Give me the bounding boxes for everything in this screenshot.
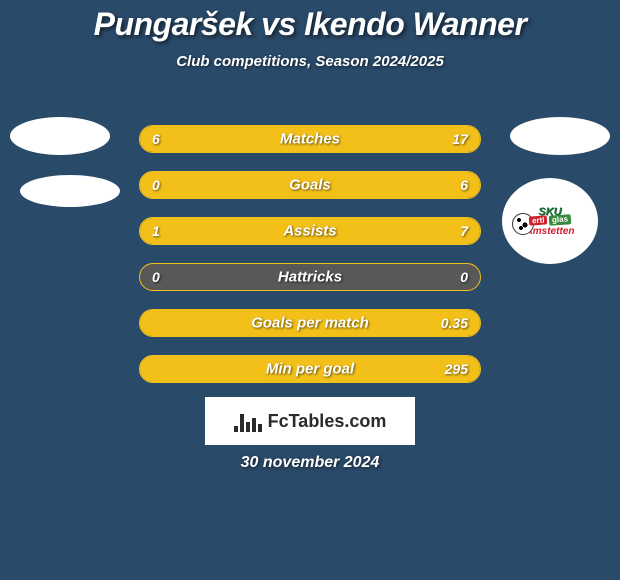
- player2-club-badge: SKU ertl glas Amstetten: [502, 178, 598, 264]
- stat-value-left: 0: [152, 269, 160, 285]
- stat-value-right: 295: [445, 361, 468, 377]
- stat-row: Matches6 17: [139, 125, 481, 153]
- fctables-text: FcTables.com: [268, 411, 387, 432]
- date-label: 30 november 2024: [0, 454, 620, 472]
- fctables-bars-icon: [234, 410, 262, 432]
- stat-value-right: 0.35: [441, 315, 468, 331]
- stat-label: Goals per match: [140, 315, 480, 332]
- stat-row: Goals0 6: [139, 171, 481, 199]
- bar-icon-segment: [246, 422, 250, 432]
- bar-icon-segment: [252, 418, 256, 432]
- stat-value-right: 7: [460, 223, 468, 239]
- subtitle: Club competitions, Season 2024/2025: [0, 53, 620, 70]
- stat-row: Goals per match0.35: [139, 309, 481, 337]
- stat-label: Goals: [140, 177, 480, 194]
- badge-text-ertl: ertl: [529, 215, 548, 225]
- stat-row: Assists1 7: [139, 217, 481, 245]
- stat-value-left: 1: [152, 223, 160, 239]
- stat-value-left: 0: [152, 177, 160, 193]
- bar-icon-segment: [234, 426, 238, 432]
- stat-value-right: 6: [460, 177, 468, 193]
- bar-icon-segment: [258, 424, 262, 432]
- stats-comparison: Matches617Goals06Assists17Hattricks00Goa…: [139, 125, 481, 401]
- page-title: Pungaršek vs Ikendo Wanner: [0, 0, 620, 43]
- bar-icon-segment: [240, 414, 244, 432]
- stat-row: Min per goal295: [139, 355, 481, 383]
- stat-row: Hattricks0 0: [139, 263, 481, 291]
- club-badge-amstetten: SKU ertl glas Amstetten: [510, 187, 590, 255]
- stat-label: Min per goal: [140, 361, 480, 378]
- player1-avatar-placeholder: [10, 117, 110, 155]
- stat-label: Matches: [140, 131, 480, 148]
- stat-value-right: 17: [452, 131, 468, 147]
- stat-label: Hattricks: [140, 269, 480, 286]
- fctables-watermark: FcTables.com: [205, 397, 415, 445]
- player1-club-placeholder: [20, 175, 120, 207]
- stat-value-left: 6: [152, 131, 160, 147]
- stat-value-right: 0: [460, 269, 468, 285]
- comparison-infographic: Pungaršek vs Ikendo Wanner Club competit…: [0, 0, 620, 580]
- badge-text-glas: glas: [548, 214, 571, 226]
- player2-avatar-placeholder: [510, 117, 610, 155]
- stat-label: Assists: [140, 223, 480, 240]
